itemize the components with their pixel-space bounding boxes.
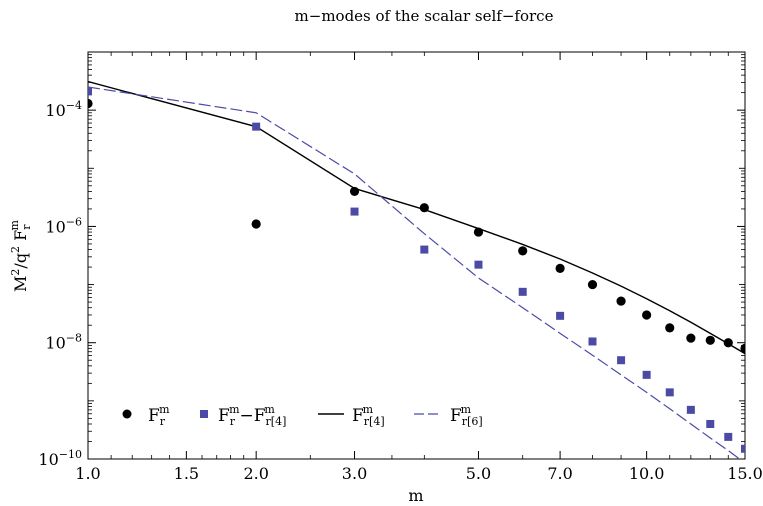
x-tick-labels: 1.0 1.5 2.0 3.0 5.0 7.0 10.0 15.0 [75,464,763,483]
legend-label-fr4: Fr[4]m [352,403,385,428]
y-tick-exp: −4 [66,99,82,112]
x-tick-label: 3.0 [342,464,367,483]
y-label-base: M [11,276,30,292]
legend-fr-sub: r [160,415,166,428]
y-tick-base: 10 [45,101,65,120]
series-lines [88,80,745,459]
legend: Frm Frm−Fr[4]m Fr[4]m Fr[6]m [122,403,483,428]
point-fr_minus_fr4 [350,207,359,216]
point-fr [473,227,484,237]
x-axis-label: m [408,486,423,505]
point-fr [587,279,598,290]
point-fr [349,186,360,197]
x-tick-label: 10.0 [629,464,665,483]
point-fr_minus_fr4 [642,370,651,379]
point-fr_minus_fr4 [420,245,429,254]
point-fr_minus_fr4 [518,287,527,296]
series-line-fr4 [88,80,745,355]
legend-fr-main: F [148,406,160,426]
x-tick-label: 5.0 [466,464,491,483]
legend-label-fr6: Fr[6]m [450,403,483,428]
legend-diff-sup2: m [264,403,275,416]
point-fr_minus_fr4 [665,388,674,397]
point-fr [419,203,429,213]
y-tick-exp: −10 [59,448,82,461]
point-fr_minus_fr4 [474,260,483,269]
legend-diff-main2: F [254,406,266,426]
point-fr [642,310,652,320]
y-tick-label: 10−10 [38,448,82,469]
legend-fr6-sup: m [461,403,472,416]
point-fr_minus_fr4 [88,87,92,96]
point-fr [88,98,93,109]
y-label-slash: /q [11,253,30,269]
legend-fr6-main: F [450,406,462,426]
y-label-sub: r [20,224,33,230]
x-tick-label: 7.0 [547,464,572,483]
point-fr [686,333,696,343]
series-markers [88,87,745,453]
plot-frame [87,51,746,460]
x-tick-label: 1.0 [75,464,100,483]
legend-diff-sub2: r[4] [266,415,287,428]
y-tick-label: 10−8 [45,332,82,353]
y-tick-label: 10−6 [45,215,82,236]
axis-ticks [87,52,746,460]
y-tick-base: 10 [45,334,65,353]
point-fr [665,323,675,333]
legend-diff-sub: r [230,415,236,428]
chart-title: m−modes of the scalar self−force [295,7,554,25]
point-fr_minus_fr4 [706,419,715,428]
x-tick-label: 2.0 [243,464,268,483]
y-tick-base: 10 [45,217,65,236]
y-label-sup: m [8,219,21,230]
series-line-fr6 [88,86,741,459]
x-tick-label: 15.0 [727,464,763,483]
legend-diff-op: − [240,406,254,426]
point-fr_minus_fr4 [252,122,261,131]
point-fr [616,296,626,306]
point-fr_minus_fr4 [617,356,626,365]
x-tick-label: 1.5 [174,464,199,483]
point-fr_minus_fr4 [556,311,565,320]
y-label-exp2: 2 [9,246,22,253]
legend-label-fr-minus-fr4: Frm−Fr[4]m [218,403,286,428]
legend-label-fr: Frm [148,403,170,428]
legend-diff-main: F [218,406,230,426]
y-tick-exp: −6 [66,215,82,228]
y-label-tail: F [11,230,30,246]
y-tick-label: 10−4 [45,99,82,120]
legend-fr4-sub: r[4] [364,415,385,428]
legend-fr4-main: F [352,406,364,426]
legend-diff-sup: m [229,403,240,416]
point-fr [555,263,565,273]
point-fr [518,246,528,256]
legend-marker-fr-minus-fr4 [200,410,208,418]
point-fr [705,335,715,345]
legend-fr4-sup: m [363,403,374,416]
legend-marker-fr [122,409,132,419]
legend-fr6-sub: r[6] [462,415,483,428]
point-fr_minus_fr4 [724,432,733,441]
y-tick-exp: −8 [66,332,82,345]
point-fr [723,338,733,348]
point-fr_minus_fr4 [588,337,597,346]
point-fr_minus_fr4 [741,444,745,453]
point-fr [251,219,261,229]
y-axis-label: M2/q2 Frm [8,219,33,291]
point-fr_minus_fr4 [686,405,695,414]
legend-fr-sup: m [159,403,170,416]
point-fr [740,343,745,353]
y-label-exp1: 2 [9,269,22,276]
y-tick-base: 10 [38,450,58,469]
